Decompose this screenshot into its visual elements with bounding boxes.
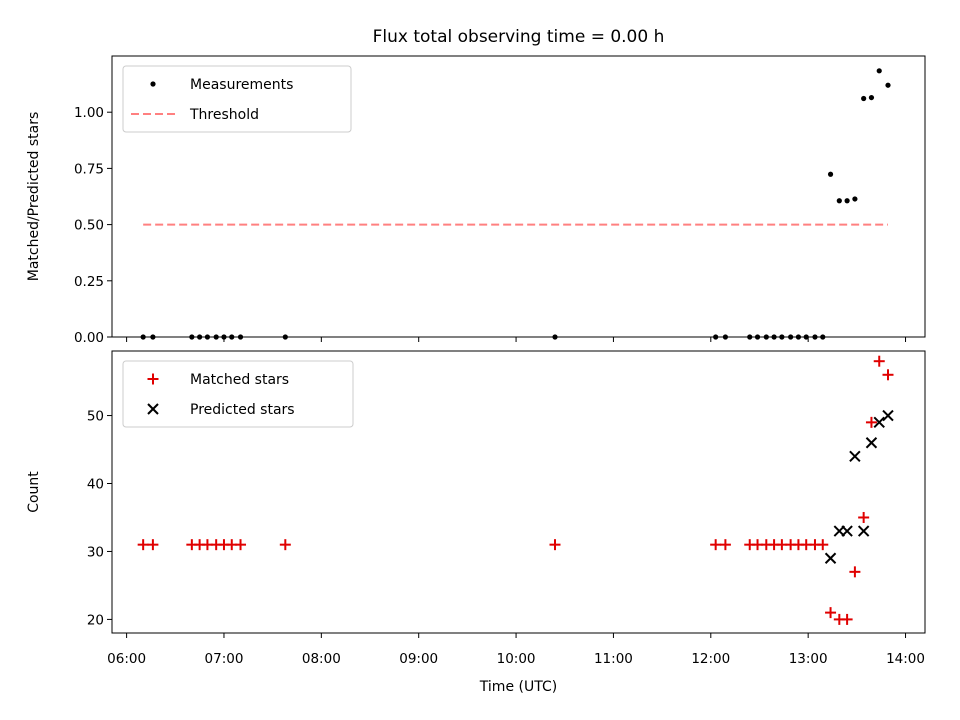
measurements-point (876, 68, 882, 74)
matched-stars-point (817, 539, 829, 551)
measurements-point (861, 95, 867, 102)
panel2-frame (111, 350, 926, 634)
x-tick-label: 13:00 (789, 651, 828, 667)
measurements-point (189, 334, 195, 340)
matched-stars-point (858, 511, 870, 523)
measurements-point (754, 334, 761, 340)
x-tick-label: 06:00 (107, 651, 146, 667)
matched-stars-point (841, 613, 853, 625)
measurements-point (820, 334, 826, 340)
measurements-point (812, 334, 818, 340)
measurements-point (779, 334, 785, 340)
panel2-y-axis-label: Count (26, 471, 42, 513)
predicted-stars-legend-label: Predicted stars (190, 402, 295, 418)
predicted-stars-point-b (841, 525, 853, 537)
matched-stars-point (235, 539, 247, 551)
predicted-stars-legend-handle-b (147, 403, 159, 415)
predicted-stars-point (882, 409, 894, 422)
measurements-point (237, 334, 244, 340)
measurements-point (221, 334, 227, 340)
matched-stars-point (137, 539, 149, 551)
predicted-stars-point (857, 525, 870, 537)
panel-counts: 20 30 40 50 06:00 07:00 08:00 09:00 10:00 11:00 12… (26, 350, 926, 667)
measurements-point (868, 94, 875, 101)
measurements-point (150, 334, 156, 340)
measurements-point (885, 82, 891, 88)
matched-stars-point (873, 355, 885, 367)
matched-stars-point (849, 566, 861, 578)
panel-ratio: 0.00 0.25 0.50 0.75 1.00 Matched/Predicted st… (26, 55, 926, 346)
matched-stars-point (865, 416, 877, 428)
measurements-point (803, 334, 809, 340)
panel1-ytick-label: 0.75 (74, 161, 104, 177)
measurements-legend-label: Measurements (190, 77, 293, 93)
panel2-ytick-label: 50 (87, 409, 104, 425)
matched-stars-legend-handle (147, 373, 159, 385)
predicted-stars-point-b (849, 450, 861, 463)
panel1-frame (111, 55, 926, 338)
panel1-ytick-label: 1.00 (74, 105, 104, 121)
measurements-point (795, 334, 802, 340)
measurements-point (844, 198, 850, 204)
measurements-point (788, 334, 794, 340)
measurements-point (213, 334, 219, 340)
measurements-point (552, 334, 558, 340)
threshold-legend-label: Threshold (189, 107, 259, 123)
x-tick-label: 07:00 (205, 651, 244, 667)
measurements-legend-handle (150, 81, 156, 87)
measurements-point (140, 334, 146, 340)
panel1-ytick-label: 0.50 (74, 218, 104, 234)
measurements-point (722, 334, 729, 340)
predicted-stars-point (873, 416, 885, 429)
matched-stars-point (882, 369, 894, 381)
predicted-stars-point-b (882, 409, 894, 422)
measurements-point (713, 334, 719, 340)
panel1-legend-box (122, 65, 352, 133)
predicted-stars-point (824, 552, 837, 564)
measurements-point (747, 334, 753, 340)
x-axis-label: Time (UTC) (479, 679, 557, 695)
measurements-point (763, 334, 769, 340)
measurements-point (204, 334, 211, 340)
panel2-ytick-label: 40 (87, 477, 104, 493)
measurements-point (282, 334, 288, 340)
chart-title: Flux total observing time = 0.00 h (373, 27, 665, 47)
x-tick-label: 08:00 (302, 651, 341, 667)
matched-stars-point (147, 539, 159, 551)
panel2-ytick-label: 30 (87, 544, 104, 560)
predicted-stars-point-b (824, 552, 837, 564)
matched-stars-point (825, 607, 837, 619)
x-tick-label: 09:00 (399, 651, 438, 667)
panel2-ytick-label: 20 (87, 612, 104, 628)
matched-stars-point (710, 539, 722, 551)
matched-stars-point (719, 539, 731, 551)
measurements-point (852, 196, 858, 202)
panel1-ytick-label: 0.25 (74, 274, 104, 290)
predicted-stars-point (865, 437, 878, 449)
measurements-point (827, 171, 834, 177)
predicted-stars-point (841, 525, 853, 537)
panel1-y-axis-label: Matched/Predicted stars (26, 112, 42, 282)
matched-stars-point (549, 539, 561, 551)
predicted-stars-point-b (873, 416, 885, 429)
x-tick-label: 11:00 (594, 651, 633, 667)
measurements-point (229, 334, 235, 340)
predicted-stars-legend-handle (147, 403, 159, 415)
panel2-legend-box (122, 360, 354, 428)
predicted-stars-point-b (857, 525, 870, 537)
measurements-point (836, 198, 842, 204)
matched-stars-point (279, 539, 291, 551)
matched-stars-legend-label: Matched stars (190, 372, 289, 388)
measurements-point (197, 334, 203, 340)
panel1-ytick-label: 0.00 (74, 330, 104, 346)
measurements-point (771, 334, 777, 340)
x-tick-label: 12:00 (691, 651, 730, 667)
predicted-stars-point (849, 450, 861, 463)
predicted-stars-point-b (865, 437, 878, 449)
x-tick-label: 14:00 (886, 651, 925, 667)
x-tick-label: 10:00 (497, 651, 536, 667)
